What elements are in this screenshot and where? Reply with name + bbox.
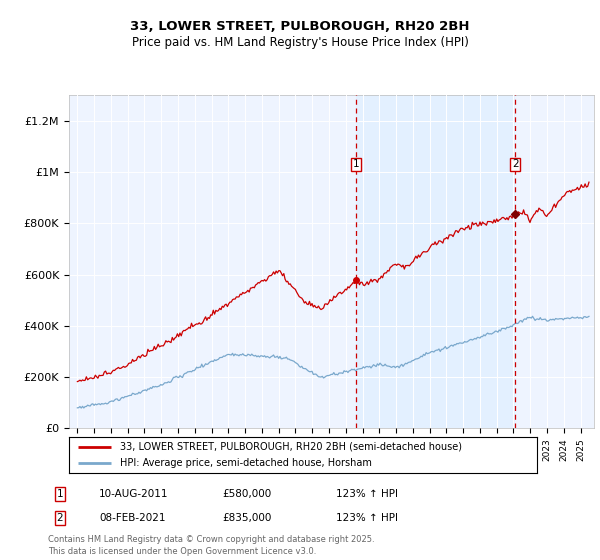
Text: 10-AUG-2011: 10-AUG-2011 — [99, 489, 169, 499]
Text: 1: 1 — [353, 160, 359, 170]
Bar — [356, 95, 515, 428]
Text: 1: 1 — [56, 489, 64, 499]
Text: 123% ↑ HPI: 123% ↑ HPI — [336, 489, 398, 499]
Text: 08-FEB-2021: 08-FEB-2021 — [99, 513, 166, 523]
Text: HPI: Average price, semi-detached house, Horsham: HPI: Average price, semi-detached house,… — [121, 459, 373, 468]
Text: 123% ↑ HPI: 123% ↑ HPI — [336, 513, 398, 523]
Text: 2: 2 — [56, 513, 64, 523]
Text: £835,000: £835,000 — [222, 513, 271, 523]
Text: Price paid vs. HM Land Registry's House Price Index (HPI): Price paid vs. HM Land Registry's House … — [131, 36, 469, 49]
Text: 33, LOWER STREET, PULBOROUGH, RH20 2BH (semi-detached house): 33, LOWER STREET, PULBOROUGH, RH20 2BH (… — [121, 442, 463, 451]
Text: 2: 2 — [512, 160, 518, 170]
Text: £580,000: £580,000 — [222, 489, 271, 499]
Text: Contains HM Land Registry data © Crown copyright and database right 2025.
This d: Contains HM Land Registry data © Crown c… — [48, 535, 374, 556]
Text: 33, LOWER STREET, PULBOROUGH, RH20 2BH: 33, LOWER STREET, PULBOROUGH, RH20 2BH — [130, 20, 470, 32]
